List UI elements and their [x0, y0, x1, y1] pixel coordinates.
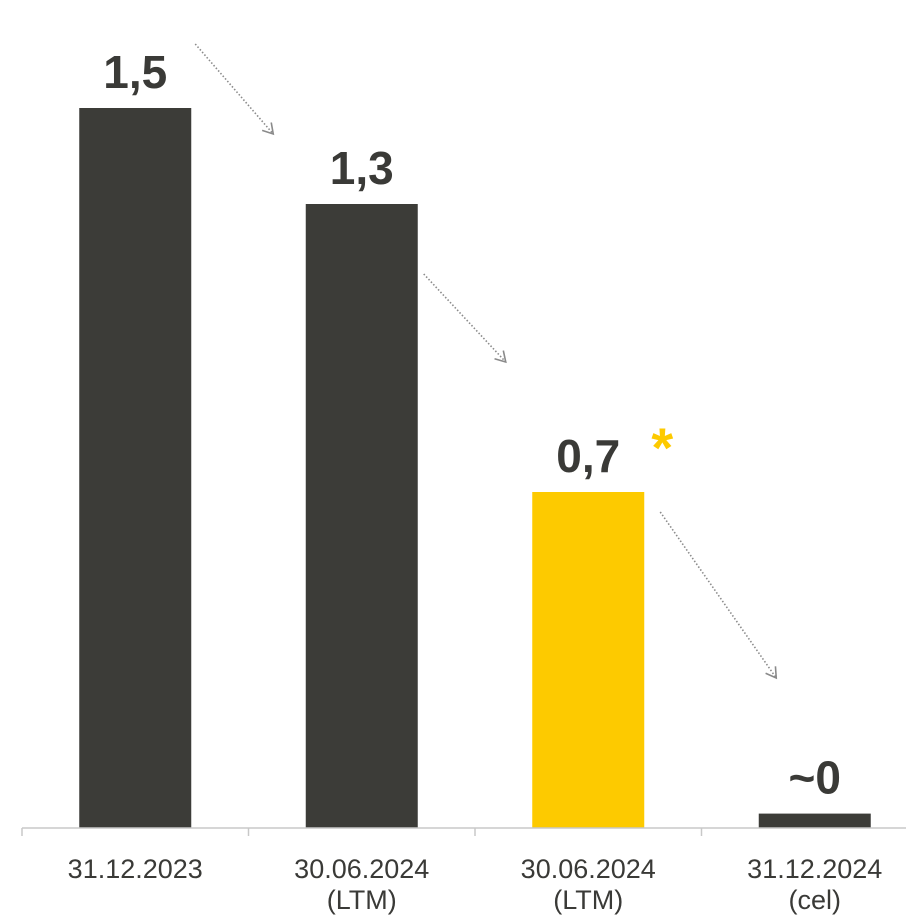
bar-3 — [532, 492, 645, 828]
data-label-1: 1,5 — [103, 46, 167, 98]
trend-arrow-1 — [194, 43, 275, 136]
trend-arrows — [194, 43, 778, 680]
category-label-4-line-2: (cel) — [789, 885, 842, 915]
data-label-3: 0,7 — [556, 430, 620, 482]
data-labels: 1,5 1,3 0,7 * ~0 — [103, 46, 841, 804]
data-label-2: 1,3 — [330, 142, 394, 194]
x-axis: 31.12.2023 30.06.2024(LTM)30.06.2024(LTM)… — [21, 827, 906, 915]
bar-2 — [305, 204, 418, 828]
trend-arrow-3 — [659, 511, 778, 680]
trend-arrow-2 — [423, 273, 507, 364]
bar-1 — [79, 108, 192, 828]
category-label-3-line-1: 30.06.2024 — [521, 854, 656, 884]
category-label-4-line-1: 31.12.2024 — [747, 854, 882, 884]
category-label-2-line-2: (LTM) — [327, 885, 397, 915]
data-label-4: ~0 — [789, 752, 841, 804]
category-label-3-line-2: (LTM) — [553, 885, 623, 915]
bars — [79, 108, 871, 828]
category-label-1: 31.12.2023 — [68, 854, 203, 884]
asterisk-annotation: * — [651, 416, 673, 479]
category-label-2-line-1: 30.06.2024 — [294, 854, 429, 884]
bar-4 — [758, 813, 871, 828]
